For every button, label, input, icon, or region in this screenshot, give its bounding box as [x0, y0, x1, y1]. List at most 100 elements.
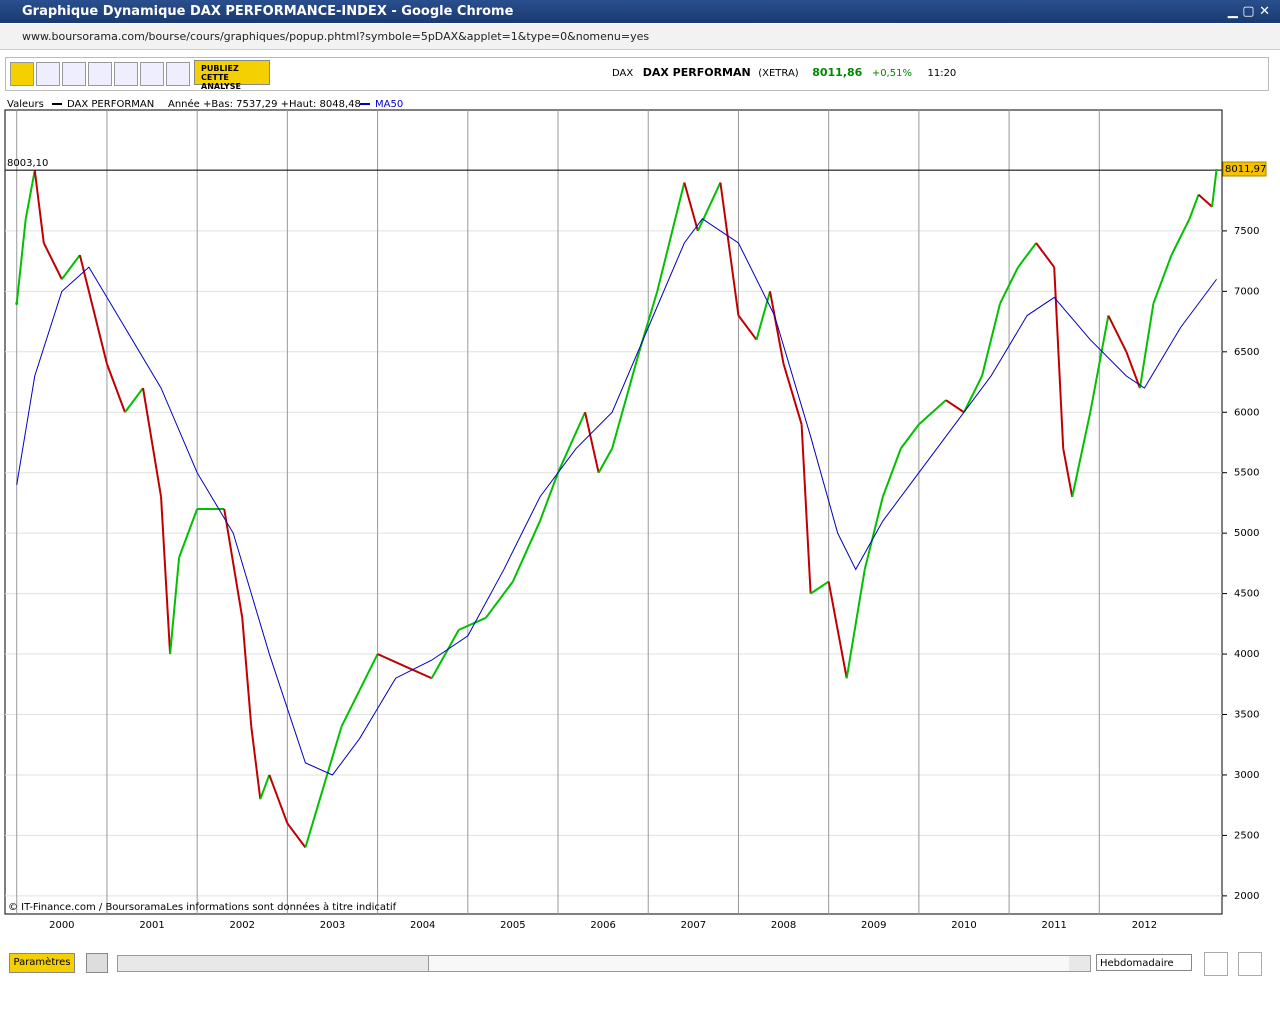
price-segment [322, 726, 343, 788]
hline-tool[interactable] [62, 62, 86, 86]
price-segment [981, 303, 1002, 377]
line-tool[interactable] [36, 62, 60, 86]
price-segment [15, 218, 27, 304]
price-segment [1211, 168, 1218, 207]
last-value-label: 8011,97 [1225, 164, 1266, 175]
price-segment [250, 726, 262, 800]
price-segment [142, 387, 163, 498]
legend: Valeurs DAX PERFORMAN Année +Bas: 7537,2… [7, 98, 403, 110]
x-tick-label: 2002 [230, 920, 255, 931]
time: 11:20 [927, 68, 957, 79]
price-segment [1053, 267, 1065, 449]
price-segment [124, 387, 144, 413]
price-segment [1188, 194, 1200, 220]
scroll-thumb[interactable] [428, 956, 1069, 971]
plot-frame [4, 109, 1223, 915]
x-tick-label: 2004 [410, 920, 435, 931]
y-tick-label: 4000 [1234, 649, 1259, 660]
y-tick-label: 5000 [1234, 528, 1259, 539]
price-segment [597, 448, 614, 474]
x-tick-label: 2006 [590, 920, 615, 931]
window-controls[interactable]: ▁ ▢ ✕ [1227, 4, 1270, 19]
market: DAX [612, 68, 634, 79]
price-segment [539, 472, 559, 522]
x-tick-label: 2011 [1041, 920, 1066, 931]
price-segment [430, 629, 460, 679]
price-segment [106, 363, 126, 413]
y-tick-label: 6500 [1234, 347, 1259, 358]
legend-swatch [360, 103, 370, 105]
delete-tool[interactable] [166, 62, 190, 86]
price-segment [340, 689, 361, 728]
x-tick-label: 2010 [951, 920, 976, 931]
price-segment [259, 774, 271, 800]
price-segment [1035, 242, 1056, 268]
legend-range: Année +Bas: 7537,29 +Haut: 8048,48 [168, 98, 361, 110]
publish-line: PUBLIEZ [201, 64, 239, 73]
price-segment [845, 569, 866, 679]
x-tick-label: 2000 [49, 920, 74, 931]
price-segment [42, 242, 63, 280]
x-tick-label: 2012 [1132, 920, 1157, 931]
bottom-bar: Paramètres Hebdomadaire [0, 950, 1280, 976]
price-segment [268, 774, 289, 824]
price-segment [1071, 412, 1092, 498]
reference-label: 8003,10 [7, 158, 48, 169]
price-segment [696, 182, 722, 232]
scrollbar[interactable] [117, 955, 1091, 972]
period-select[interactable]: Hebdomadaire [1096, 954, 1192, 971]
price-segment [800, 424, 812, 594]
price-segment [1017, 242, 1037, 268]
x-tick-label: 2003 [320, 920, 345, 931]
price-segment [683, 182, 699, 232]
price-segment [719, 182, 740, 316]
price-segment [584, 412, 600, 473]
y-tick-label: 2000 [1234, 891, 1259, 902]
price-segment [1152, 254, 1173, 304]
price-segment [827, 581, 848, 679]
ma50-line [16, 218, 1217, 776]
price-segment [78, 254, 99, 328]
price-segment [881, 448, 902, 498]
y-tick-label: 7500 [1234, 226, 1259, 237]
url[interactable]: www.boursorama.com/bourse/cours/graphiqu… [22, 30, 650, 43]
fan-tool[interactable] [140, 62, 164, 86]
legend-label: Valeurs [7, 99, 44, 110]
title-bar: Graphique Dynamique DAX PERFORMANCE-INDE… [0, 0, 1280, 23]
price-segment [33, 170, 45, 244]
x-tick-label: 2007 [681, 920, 706, 931]
quote: DAX DAX PERFORMAN (XETRA) 8011,86 +0,51%… [612, 66, 956, 79]
price-segment [61, 254, 81, 280]
fibo-tool[interactable] [88, 62, 112, 86]
price-segment [782, 363, 803, 425]
settings-button[interactable]: Paramètres [9, 953, 75, 973]
y-tick-label: 3500 [1234, 710, 1259, 721]
legend-entry: MA50 [375, 99, 403, 110]
price-segment [24, 170, 36, 219]
price-segment [1107, 315, 1128, 353]
price-segment [358, 653, 379, 691]
toolbar: PUBLIEZ CETTE ANALYSE DAX DAX PERFORMAN … [5, 57, 1269, 91]
y-tick-label: 6000 [1234, 407, 1259, 418]
zoom-in[interactable] [1238, 952, 1262, 976]
price-segment [656, 182, 686, 292]
publish-line: CETTE [201, 73, 229, 82]
price-segment [810, 580, 830, 595]
publish-button[interactable]: PUBLIEZ CETTE ANALYSE [194, 60, 270, 91]
zoom-tool[interactable] [10, 62, 34, 86]
price-segment [1089, 315, 1110, 413]
price-segment [769, 291, 785, 365]
zoom-out[interactable] [1204, 952, 1228, 976]
price-segment [737, 314, 758, 341]
x-tick-label: 2008 [771, 920, 796, 931]
price-segment [178, 508, 199, 558]
last-value-box [1222, 161, 1267, 177]
price-segment [945, 399, 965, 414]
x-tick-label: 2009 [861, 920, 886, 931]
print-button[interactable] [86, 953, 108, 973]
channel-tool[interactable] [114, 62, 138, 86]
price-segment [900, 423, 920, 450]
address-bar: www.boursorama.com/bourse/cours/graphiqu… [0, 24, 1280, 50]
price-segment [557, 411, 586, 474]
price-segment [96, 327, 108, 365]
